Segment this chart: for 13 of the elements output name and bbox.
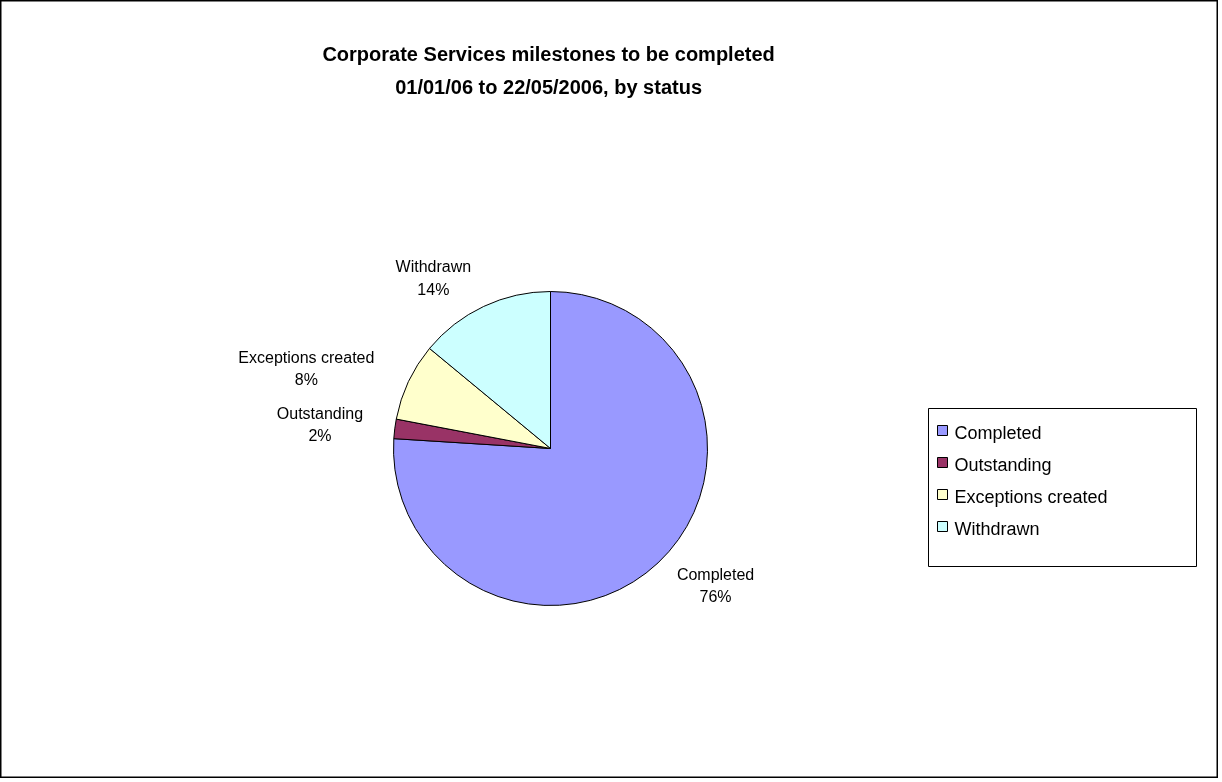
slice-label: Exceptions created xyxy=(238,348,375,366)
slice-label: Completed xyxy=(676,566,755,584)
data-label: 2% xyxy=(308,427,332,445)
legend-label: Withdrawn xyxy=(954,518,1040,539)
legend-label: Completed xyxy=(954,422,1042,443)
data-label: 14% xyxy=(417,280,450,298)
data-label: 8% xyxy=(294,370,318,388)
slice-label: Withdrawn xyxy=(395,258,472,276)
legend-label: Outstanding xyxy=(954,454,1052,475)
slice-label: Outstanding xyxy=(276,405,364,423)
data-label: 76% xyxy=(699,588,732,606)
legend-label: Exceptions created xyxy=(954,486,1108,507)
chart-title: Corporate Services milestones to be completed 01/01/06 to 22/05/2006, by status xyxy=(322,43,775,98)
